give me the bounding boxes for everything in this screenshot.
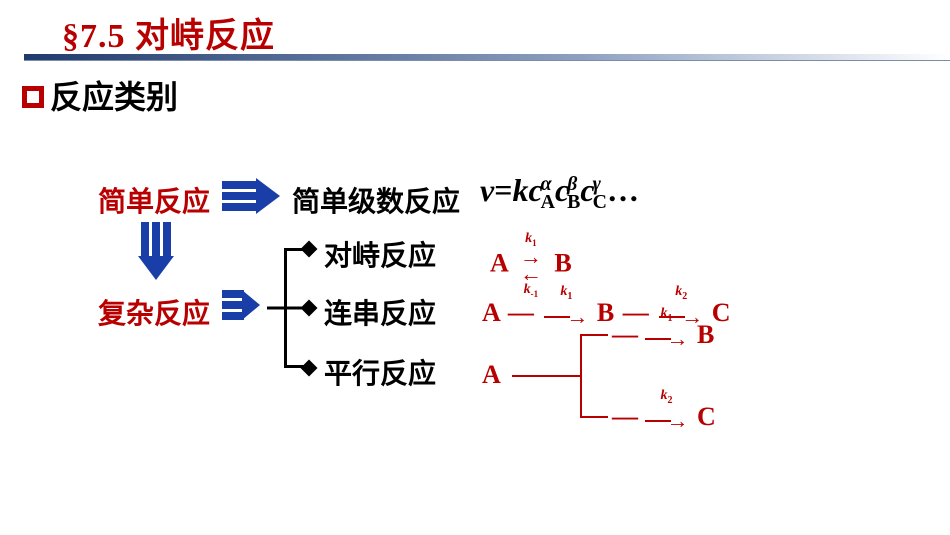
rxn-parallel-A: A [482,360,501,390]
rxn-parallel-C: — k2 → C [612,402,716,434]
arrow-right-icon [222,178,280,214]
reversible-arrow-icon: k1 → → k-1 [520,232,542,299]
title-bar: §7.5 对峙反应 [0,8,950,57]
diamond-icon [301,360,318,377]
eq-cA: cαA [528,172,555,208]
diamond-icon [301,300,318,317]
parallel-top-tick [582,334,608,336]
eq-v: v [480,172,494,208]
node-opposing: 对峙反应 [324,234,436,274]
title-underline-thin [24,60,950,61]
arrow-down-icon [138,222,174,280]
bracket-icon [284,248,287,368]
rate-equation: v=kcαAcβBcγC… [480,172,639,212]
arrow-k2-icon: k2 → [645,404,689,434]
arrow-k1-icon: k1 → [645,322,689,352]
node-consecutive: 连串反应 [324,292,436,332]
rxn-C: C [697,402,716,431]
section-label: 反应类别 [50,72,178,118]
rxn-B: B [697,320,714,349]
parallel-vline [580,334,582,418]
diamond-icon [301,241,318,258]
rxn-parallel-B: — k1 → B [612,320,714,352]
eq-cC: cγC [580,172,607,208]
section-header: 反应类别 [22,72,178,118]
node-complex: 复杂反应 [98,292,210,332]
rxn-A: A [482,298,499,327]
rxn-A: A [490,248,507,277]
eq-k: k [512,172,528,208]
rxn-A: A [482,360,501,389]
rxn-C: C [712,298,731,327]
parallel-bot-tick [582,416,608,418]
rxn-B: B [554,248,571,277]
page-title: §7.5 对峙反应 [62,8,950,57]
eq-cB: cβB [555,172,580,208]
parallel-stem [512,375,582,377]
bullet-icon [22,86,44,108]
node-parallel: 平行反应 [324,352,436,392]
arrow-right-small-icon [222,290,260,320]
eq-equals: = [494,172,512,208]
eq-dots: … [607,172,639,208]
node-simple: 简单反应 [98,180,210,220]
node-simple-order: 简单级数反应 [292,180,460,220]
arrow-k1-icon: k1 → [544,300,588,330]
